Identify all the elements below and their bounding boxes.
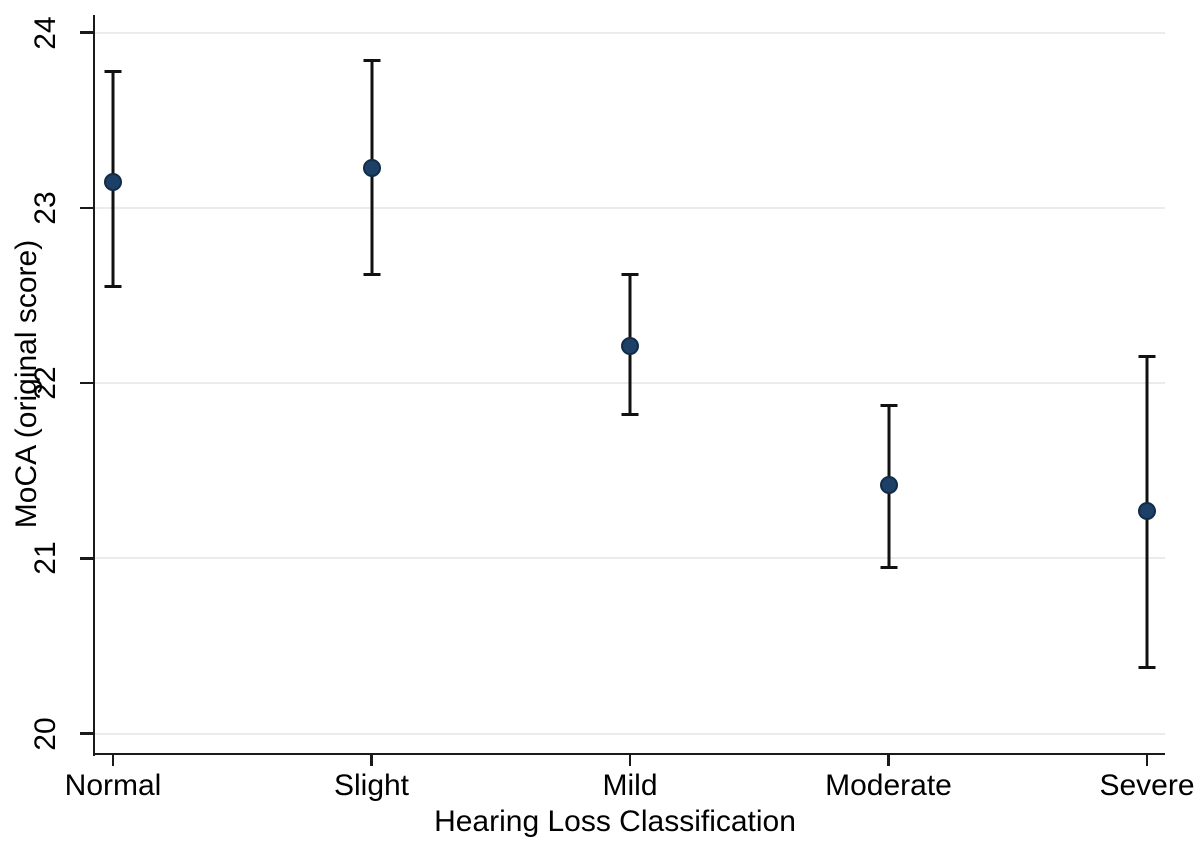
error-bar-cap-top bbox=[621, 272, 639, 276]
error-bar-cap-bottom bbox=[1138, 665, 1156, 669]
data-point-marker bbox=[621, 337, 639, 356]
error-bar-cap-top bbox=[1138, 355, 1156, 359]
x-tick-label: Severe bbox=[1099, 769, 1195, 802]
y-gridline bbox=[95, 206, 1165, 209]
x-tick-label: Normal bbox=[64, 769, 162, 802]
y-tick-label: 23 bbox=[29, 191, 62, 225]
x-tick-label: Slight bbox=[333, 769, 410, 802]
x-tick bbox=[370, 754, 373, 766]
data-point-marker bbox=[362, 158, 381, 177]
y-tick bbox=[80, 732, 93, 735]
error-bar-cap-top bbox=[104, 69, 122, 73]
error-bar-cap-top bbox=[880, 404, 897, 408]
y-axis-line bbox=[92, 15, 95, 756]
x-tick bbox=[887, 754, 890, 766]
y-tick-label: 21 bbox=[29, 541, 62, 576]
error-bar-cap-bottom bbox=[621, 413, 639, 417]
x-axis-title: Hearing Loss Classification bbox=[434, 805, 796, 838]
y-tick-label: 24 bbox=[29, 15, 62, 50]
x-tick bbox=[628, 754, 632, 766]
y-tick bbox=[80, 557, 93, 560]
y-tick-label: 20 bbox=[29, 717, 62, 751]
y-gridline bbox=[95, 732, 1165, 735]
x-tick-label: Mild bbox=[602, 769, 658, 802]
y-gridline bbox=[95, 31, 1165, 34]
error-bar-cap-bottom bbox=[104, 285, 122, 289]
data-point-marker bbox=[1138, 502, 1156, 521]
y-tick-label: 22 bbox=[29, 366, 62, 400]
y-tick bbox=[80, 206, 93, 210]
x-tick bbox=[1145, 754, 1149, 766]
x-tick bbox=[111, 754, 115, 766]
y-tick bbox=[80, 381, 93, 385]
y-tick bbox=[80, 31, 93, 34]
x-axis-line bbox=[92, 752, 1165, 755]
y-gridline bbox=[95, 557, 1165, 560]
x-tick-label: Moderate bbox=[825, 769, 952, 802]
data-point-marker bbox=[104, 172, 122, 191]
error-bar-cap-top bbox=[363, 59, 380, 63]
data-point-marker bbox=[879, 475, 898, 494]
error-bar-cap-bottom bbox=[880, 565, 897, 569]
error-bar-cap-bottom bbox=[363, 272, 380, 276]
